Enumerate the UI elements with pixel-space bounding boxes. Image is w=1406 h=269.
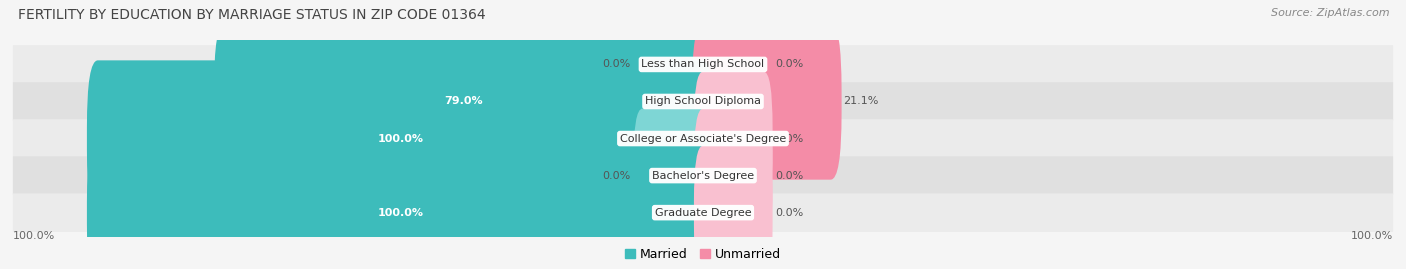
Text: 100.0%: 100.0% — [377, 133, 423, 144]
FancyBboxPatch shape — [87, 60, 714, 217]
FancyBboxPatch shape — [695, 72, 773, 206]
FancyBboxPatch shape — [214, 23, 714, 180]
Text: 0.0%: 0.0% — [776, 59, 804, 69]
Text: 0.0%: 0.0% — [776, 133, 804, 144]
FancyBboxPatch shape — [87, 134, 714, 269]
FancyBboxPatch shape — [13, 193, 1393, 232]
Text: 21.1%: 21.1% — [842, 97, 879, 107]
FancyBboxPatch shape — [13, 119, 1393, 158]
Text: 100.0%: 100.0% — [1351, 231, 1393, 240]
FancyBboxPatch shape — [13, 82, 1393, 121]
Text: 0.0%: 0.0% — [602, 171, 630, 180]
FancyBboxPatch shape — [633, 108, 711, 243]
Text: 0.0%: 0.0% — [776, 171, 804, 180]
Legend: Married, Unmarried: Married, Unmarried — [620, 243, 786, 266]
FancyBboxPatch shape — [695, 108, 773, 243]
Text: 79.0%: 79.0% — [444, 97, 484, 107]
Text: Source: ZipAtlas.com: Source: ZipAtlas.com — [1271, 8, 1389, 18]
FancyBboxPatch shape — [13, 156, 1393, 195]
Text: Bachelor's Degree: Bachelor's Degree — [652, 171, 754, 180]
FancyBboxPatch shape — [692, 23, 842, 180]
Text: 100.0%: 100.0% — [377, 208, 423, 218]
FancyBboxPatch shape — [13, 45, 1393, 84]
FancyBboxPatch shape — [695, 146, 773, 269]
Text: College or Associate's Degree: College or Associate's Degree — [620, 133, 786, 144]
Text: 100.0%: 100.0% — [13, 231, 55, 240]
Text: High School Diploma: High School Diploma — [645, 97, 761, 107]
Text: 0.0%: 0.0% — [602, 59, 630, 69]
Text: Graduate Degree: Graduate Degree — [655, 208, 751, 218]
FancyBboxPatch shape — [695, 0, 773, 132]
FancyBboxPatch shape — [633, 0, 711, 132]
Text: 0.0%: 0.0% — [776, 208, 804, 218]
Text: FERTILITY BY EDUCATION BY MARRIAGE STATUS IN ZIP CODE 01364: FERTILITY BY EDUCATION BY MARRIAGE STATU… — [18, 8, 486, 22]
Text: Less than High School: Less than High School — [641, 59, 765, 69]
